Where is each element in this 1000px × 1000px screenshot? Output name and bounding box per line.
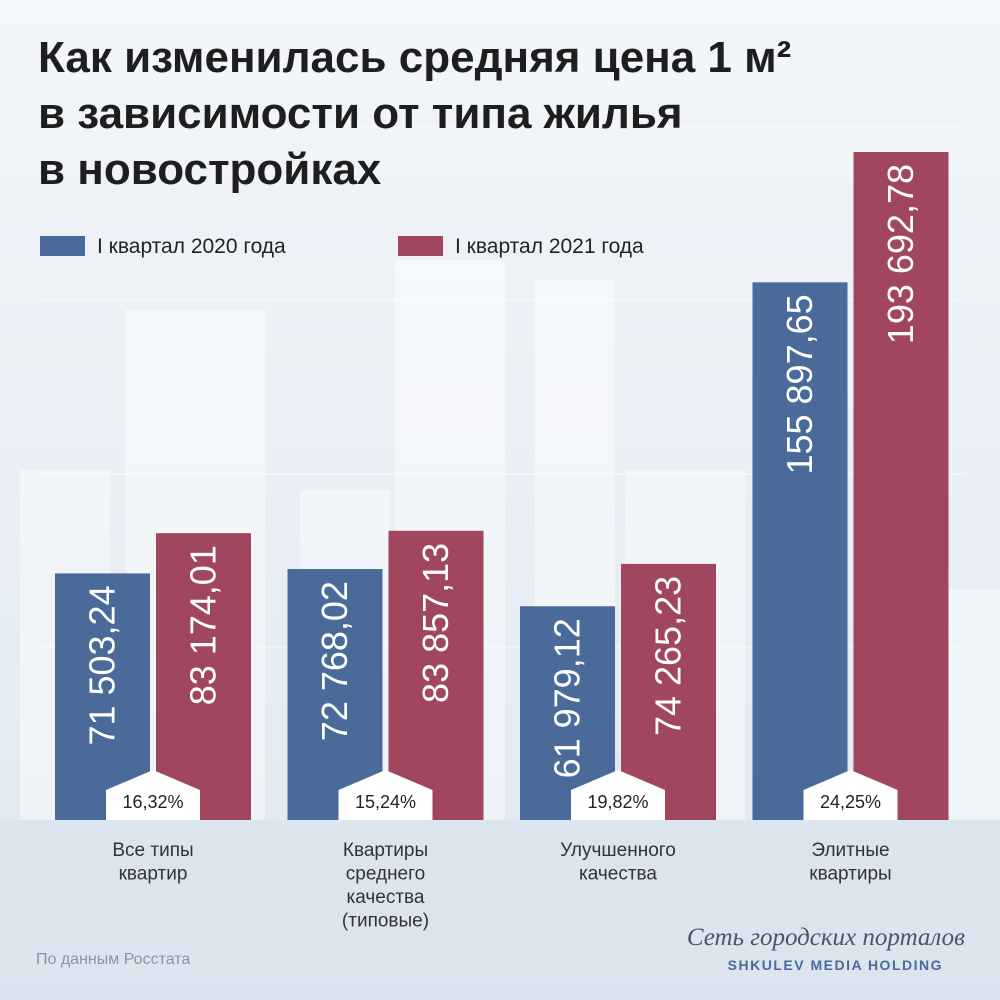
- change-badge: [106, 770, 200, 820]
- bar: [752, 282, 848, 821]
- chart-area: I квартал 2020 года I квартал 2021 года 71…: [40, 152, 949, 932]
- bar-value-label: 193 692,78: [880, 164, 921, 344]
- change-badge: [338, 770, 433, 820]
- logo-name: SHKULEV MEDIA HOLDING: [728, 957, 943, 973]
- x-tick-label: Все типы квартир: [112, 840, 193, 885]
- change-label: 15,24%: [355, 792, 416, 812]
- x-tick-label: Квартиры среднего качества (типовые): [342, 840, 429, 932]
- bar-value-label: 61 979,12: [547, 618, 588, 778]
- bar-value-label: 71 503,24: [82, 585, 123, 745]
- bar: [621, 563, 716, 820]
- bar: [156, 533, 251, 820]
- change-label: 16,32%: [122, 792, 183, 812]
- x-tick-label: Элитные квартиры: [809, 840, 891, 885]
- bar-value-label: 72 768,02: [314, 581, 355, 741]
- source: По данным Росстата: [36, 951, 190, 968]
- chart-title: Как изменилась средняя цена 1 м² в зависи…: [38, 33, 791, 194]
- legend-swatch: [40, 236, 85, 256]
- legend-label: I квартал 2020 года: [97, 235, 286, 258]
- bar: [388, 530, 484, 820]
- legend-swatch: [398, 236, 443, 256]
- bar-value-label: 83 174,01: [183, 545, 224, 705]
- change-label: 19,82%: [587, 792, 648, 812]
- floor: [0, 820, 1000, 1000]
- bar-value-label: 74 265,23: [648, 576, 689, 736]
- legend-label: I квартал 2021 года: [455, 235, 644, 258]
- bar-value-label: 83 857,13: [415, 543, 456, 703]
- title-text: Как изменилась средняя цена 1 м² в зависи…: [38, 33, 791, 194]
- logo-tagline: Сеть городских порталов: [687, 924, 965, 951]
- change-badge: [803, 770, 898, 820]
- change-badge: [571, 770, 665, 820]
- change-label: 24,25%: [820, 792, 881, 812]
- bar-value-label: 155 897,65: [779, 294, 820, 474]
- bar: [853, 152, 949, 820]
- x-tick-label: Улучшенного качества: [560, 840, 676, 885]
